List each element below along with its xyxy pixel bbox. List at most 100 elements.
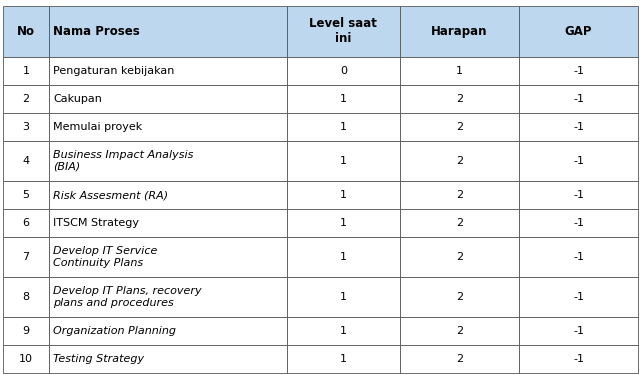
- Text: 1: 1: [340, 292, 347, 302]
- Text: -1: -1: [573, 218, 584, 228]
- Text: 1: 1: [340, 122, 347, 132]
- Bar: [287, 113, 400, 141]
- Text: Develop IT Service
Continuity Plans: Develop IT Service Continuity Plans: [53, 246, 158, 268]
- Bar: [400, 317, 519, 345]
- Bar: [400, 181, 519, 209]
- Text: 4: 4: [22, 156, 29, 166]
- Text: Organization Planning: Organization Planning: [53, 326, 176, 336]
- Text: 2: 2: [456, 292, 463, 302]
- Text: 2: 2: [456, 156, 463, 166]
- Bar: [3, 57, 49, 85]
- Bar: [400, 277, 519, 317]
- Text: -1: -1: [573, 122, 584, 132]
- Text: 1: 1: [340, 252, 347, 262]
- Bar: [400, 209, 519, 237]
- Text: 2: 2: [456, 94, 463, 104]
- Bar: [3, 237, 49, 277]
- Bar: [49, 181, 287, 209]
- Bar: [519, 85, 638, 113]
- Bar: [287, 345, 400, 373]
- Bar: [287, 85, 400, 113]
- Bar: [49, 85, 287, 113]
- Bar: [400, 57, 519, 85]
- Bar: [49, 209, 287, 237]
- Bar: [49, 6, 287, 57]
- Bar: [400, 85, 519, 113]
- Bar: [3, 141, 49, 181]
- Bar: [49, 237, 287, 277]
- Bar: [400, 237, 519, 277]
- Bar: [287, 277, 400, 317]
- Bar: [287, 57, 400, 85]
- Bar: [519, 57, 638, 85]
- Bar: [3, 209, 49, 237]
- Text: -1: -1: [573, 326, 584, 336]
- Text: 2: 2: [456, 122, 463, 132]
- Bar: [519, 181, 638, 209]
- Bar: [519, 277, 638, 317]
- Text: 0: 0: [340, 66, 347, 76]
- Text: Risk Assesment (RA): Risk Assesment (RA): [53, 190, 169, 200]
- Bar: [400, 6, 519, 57]
- Text: Level saat
ini: Level saat ini: [310, 18, 378, 45]
- Bar: [287, 141, 400, 181]
- Text: 10: 10: [19, 354, 33, 364]
- Bar: [3, 317, 49, 345]
- Text: 3: 3: [22, 122, 29, 132]
- Text: 2: 2: [456, 252, 463, 262]
- Text: -1: -1: [573, 156, 584, 166]
- Bar: [3, 345, 49, 373]
- Text: Nama Proses: Nama Proses: [53, 25, 140, 38]
- Bar: [3, 6, 49, 57]
- Text: 2: 2: [456, 190, 463, 200]
- Text: 2: 2: [456, 354, 463, 364]
- Text: 5: 5: [22, 190, 29, 200]
- Bar: [400, 113, 519, 141]
- Bar: [287, 209, 400, 237]
- Bar: [519, 317, 638, 345]
- Bar: [519, 6, 638, 57]
- Bar: [519, 209, 638, 237]
- Text: 6: 6: [22, 218, 29, 228]
- Bar: [49, 277, 287, 317]
- Bar: [49, 141, 287, 181]
- Bar: [287, 237, 400, 277]
- Text: ITSCM Strategy: ITSCM Strategy: [53, 218, 139, 228]
- Text: -1: -1: [573, 252, 584, 262]
- Text: 9: 9: [22, 326, 29, 336]
- Text: 2: 2: [456, 326, 463, 336]
- Text: -1: -1: [573, 94, 584, 104]
- Text: Pengaturan kebijakan: Pengaturan kebijakan: [53, 66, 175, 76]
- Bar: [3, 113, 49, 141]
- Bar: [3, 277, 49, 317]
- Text: -1: -1: [573, 190, 584, 200]
- Text: -1: -1: [573, 66, 584, 76]
- Bar: [287, 181, 400, 209]
- Text: 8: 8: [22, 292, 29, 302]
- Text: 1: 1: [340, 218, 347, 228]
- Text: 2: 2: [456, 218, 463, 228]
- Bar: [400, 345, 519, 373]
- Bar: [287, 6, 400, 57]
- Text: 1: 1: [340, 94, 347, 104]
- Text: 1: 1: [340, 326, 347, 336]
- Text: Memulai proyek: Memulai proyek: [53, 122, 143, 132]
- Bar: [519, 345, 638, 373]
- Bar: [400, 141, 519, 181]
- Text: 1: 1: [22, 66, 29, 76]
- Text: -1: -1: [573, 292, 584, 302]
- Text: Cakupan: Cakupan: [53, 94, 103, 104]
- Text: -1: -1: [573, 354, 584, 364]
- Text: Develop IT Plans, recovery
plans and procedures: Develop IT Plans, recovery plans and pro…: [53, 286, 202, 308]
- Text: 1: 1: [456, 66, 463, 76]
- Bar: [287, 317, 400, 345]
- Text: GAP: GAP: [565, 25, 592, 38]
- Text: No: No: [17, 25, 35, 38]
- Bar: [49, 57, 287, 85]
- Bar: [49, 113, 287, 141]
- Bar: [49, 345, 287, 373]
- Text: 7: 7: [22, 252, 29, 262]
- Bar: [3, 85, 49, 113]
- Text: Business Impact Analysis
(BIA): Business Impact Analysis (BIA): [53, 150, 194, 172]
- Text: Harapan: Harapan: [431, 25, 488, 38]
